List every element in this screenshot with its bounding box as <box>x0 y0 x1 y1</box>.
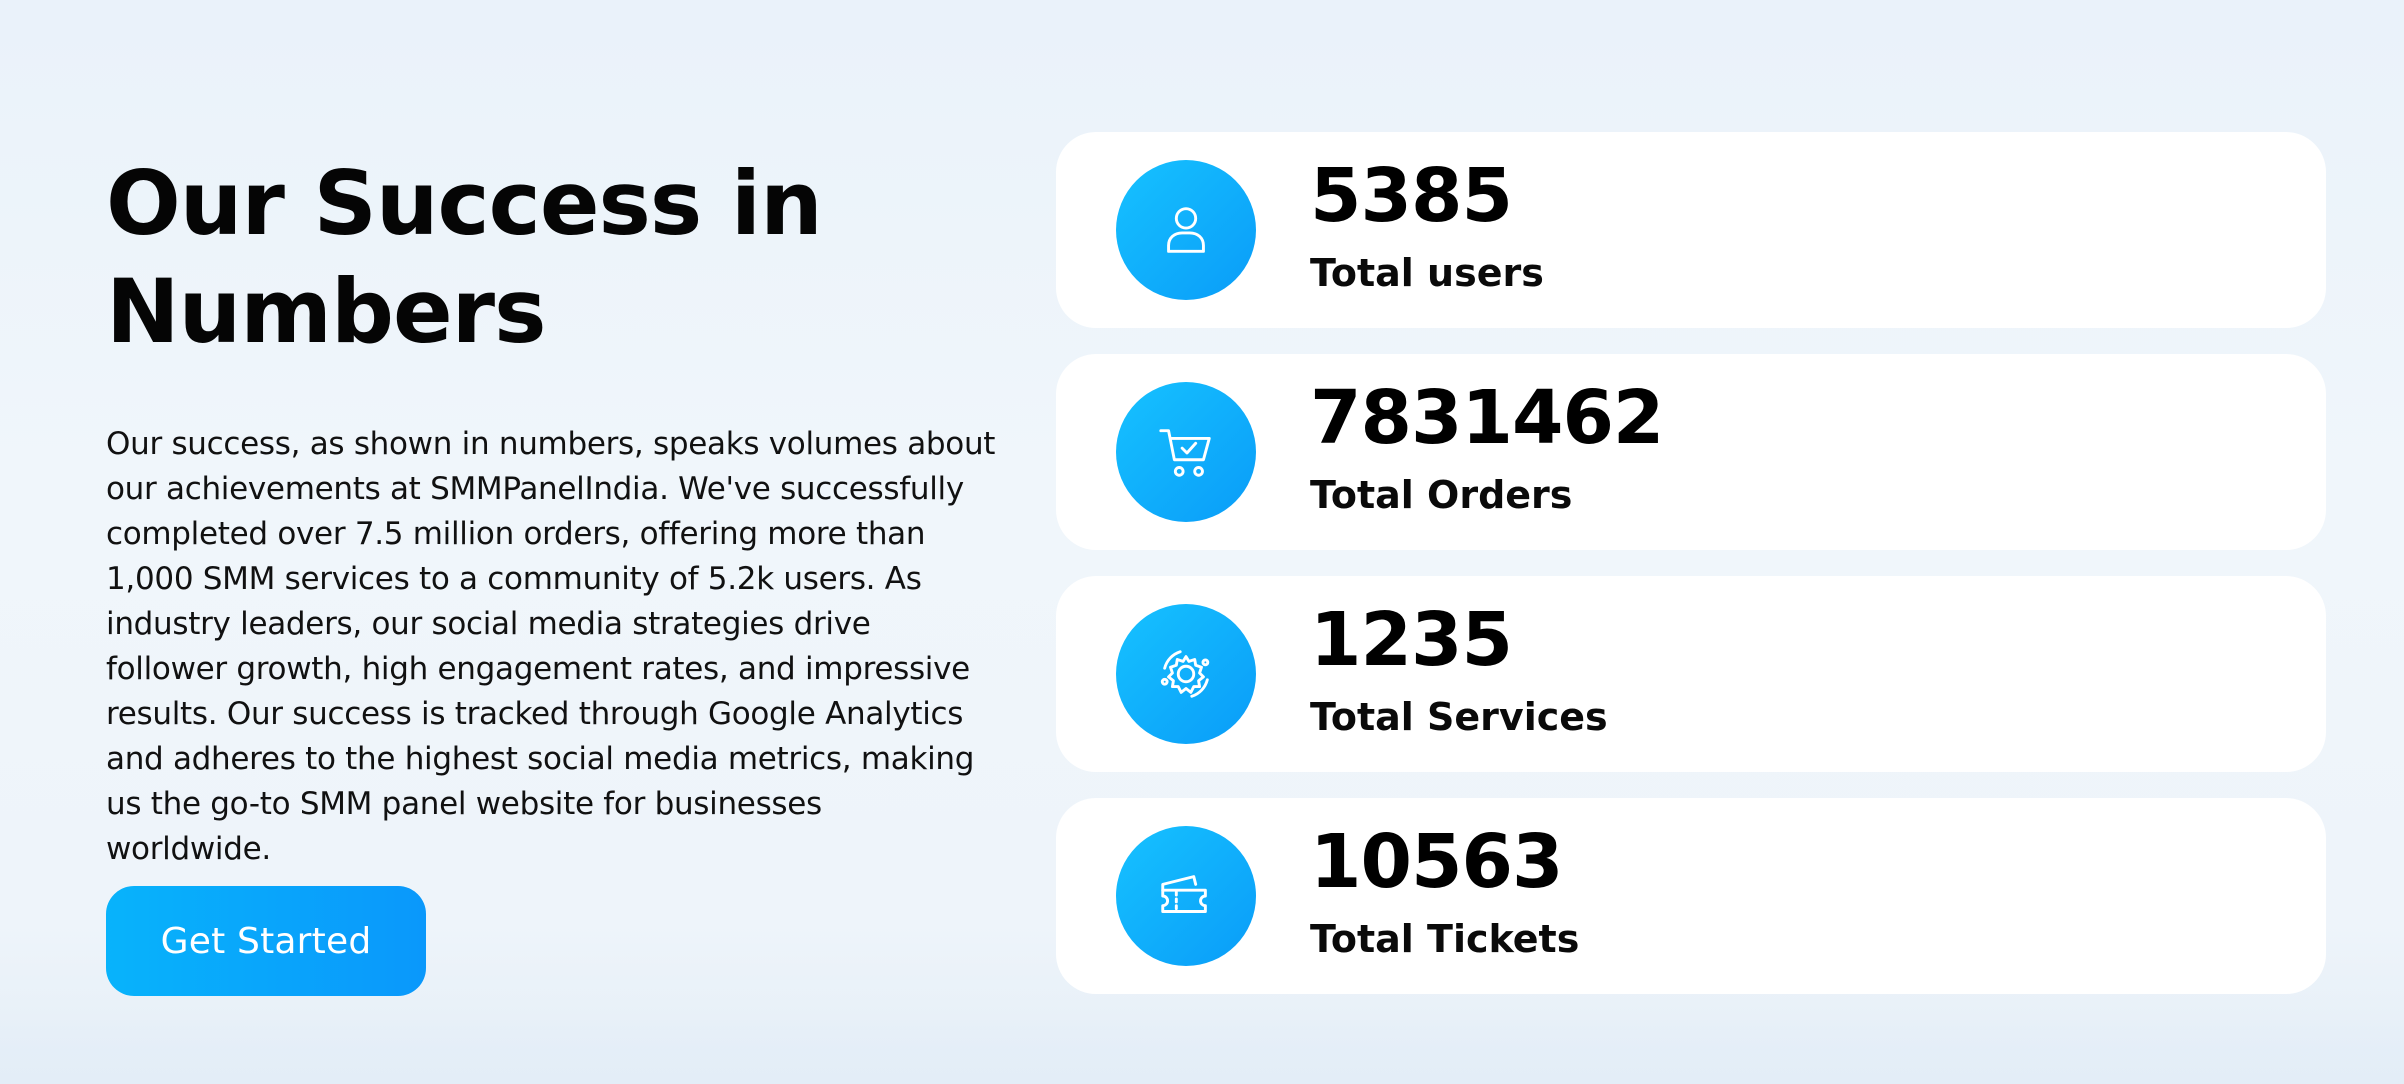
gear-icon <box>1160 650 1210 698</box>
stat-card-orders: 7831462 Total Orders <box>1056 354 2326 550</box>
stat-card-tickets: 10563 Total Tickets <box>1056 798 2326 994</box>
stat-label: Total Tickets <box>1310 917 1580 961</box>
get-started-button[interactable]: Get Started <box>106 886 426 996</box>
page-bottom-band <box>0 1014 2404 1084</box>
page-title-line-2: Numbers <box>106 260 546 363</box>
stat-card-services: 1235 Total Services <box>1056 576 2326 772</box>
stat-icon-circle <box>1116 382 1256 522</box>
user-icon <box>1167 207 1205 253</box>
stat-value: 10563 <box>1310 819 1563 905</box>
stat-value: 5385 <box>1310 153 1513 239</box>
cart-icon <box>1159 429 1211 477</box>
stat-value: 7831462 <box>1310 375 1664 461</box>
stat-icon-circle <box>1116 604 1256 744</box>
intro-section: Our Success in Numbers Our success, as s… <box>106 150 1006 872</box>
stat-label: Total users <box>1310 251 1544 295</box>
stat-value: 1235 <box>1310 597 1513 683</box>
section-description: Our success, as shown in numbers, speaks… <box>106 426 996 867</box>
stat-icon-circle <box>1116 826 1256 966</box>
page-title-line-1: Our Success in <box>106 152 823 255</box>
stat-label: Total Services <box>1310 695 1608 739</box>
stat-label: Total Orders <box>1310 473 1573 517</box>
stat-icon-circle <box>1116 160 1256 300</box>
ticket-icon <box>1161 875 1207 913</box>
stat-card-users: 5385 Total users <box>1056 132 2326 328</box>
page-title: Our Success in Numbers <box>106 150 1006 366</box>
